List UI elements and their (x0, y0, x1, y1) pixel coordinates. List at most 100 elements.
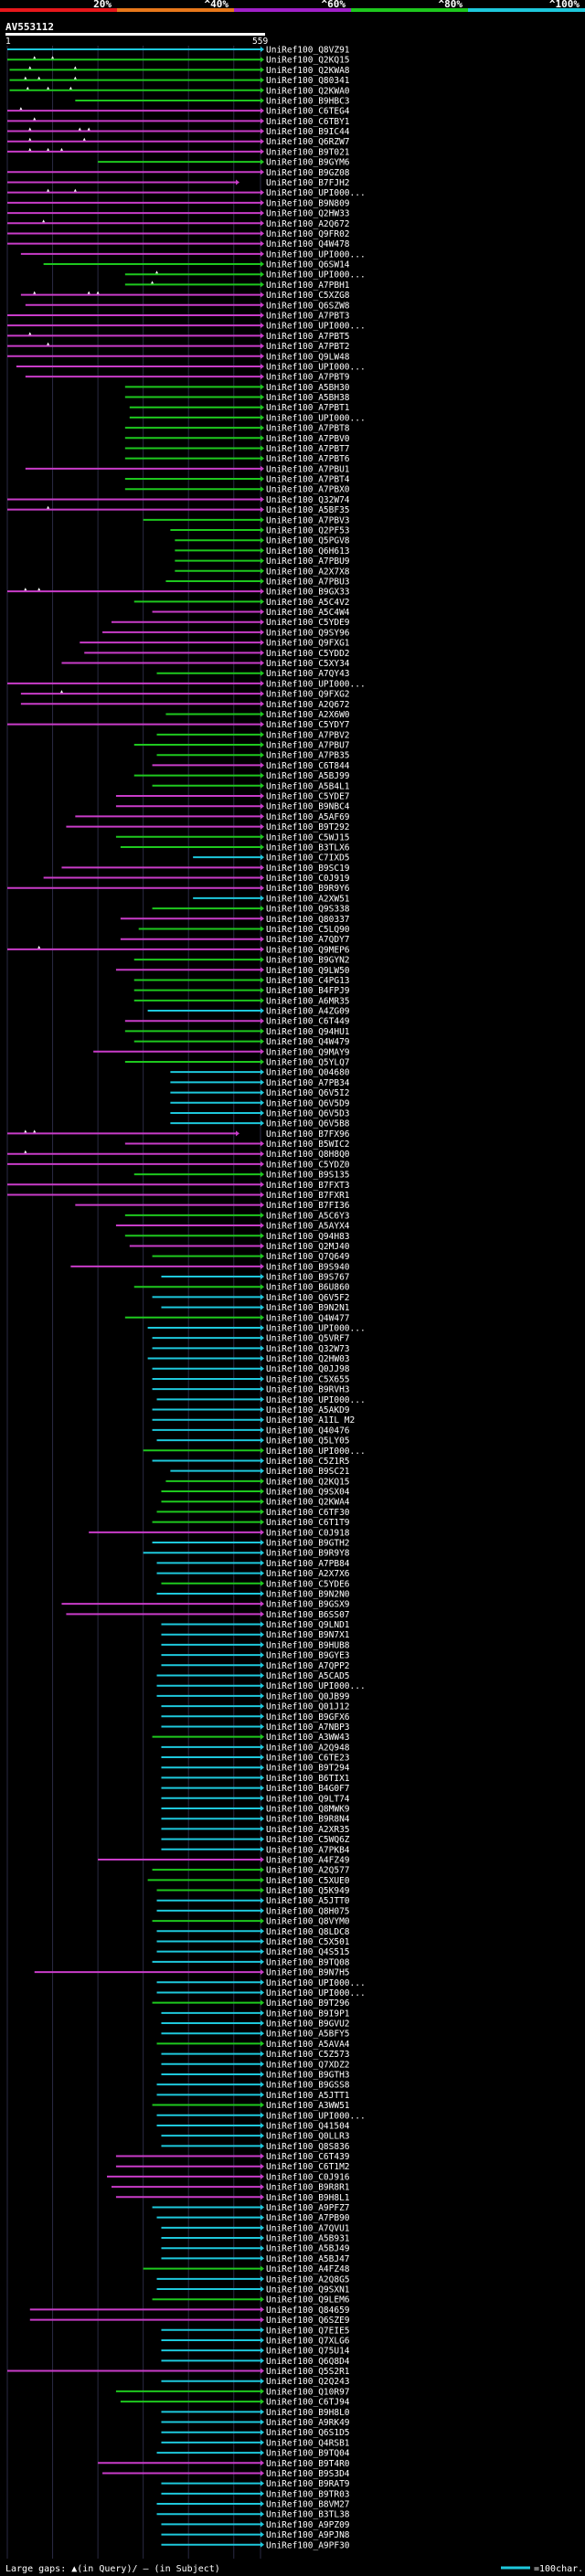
hit-label[interactable]: UniRef100_A7PBT9 (266, 373, 350, 383)
hit-label[interactable]: UniRef100_B9N809 (266, 198, 350, 208)
hit-label[interactable]: UniRef100_B9SC21 (266, 1467, 350, 1477)
hit-row[interactable]: UniRef100_A6MR35 (133, 996, 350, 1006)
hit-label[interactable]: UniRef100_Q5PGV8 (266, 536, 350, 546)
hit-label[interactable]: UniRef100_C7IXD5 (266, 853, 350, 864)
hit-label[interactable]: UniRef100_A5BH30 (266, 383, 350, 393)
hit-row[interactable]: UniRef100_B7FXR1 (7, 1191, 350, 1201)
hit-label[interactable]: UniRef100_UPI000... (266, 322, 366, 332)
hit-row[interactable]: UniRef100_Q8S836 (161, 2142, 350, 2152)
hit-row[interactable]: UniRef100_A5BH30 (124, 383, 350, 393)
hit-label[interactable]: UniRef100_A4FZ49 (266, 1855, 350, 1865)
hit-row[interactable]: UniRef100_A2Q672 (20, 700, 350, 710)
hit-label[interactable]: UniRef100_Q6SZE9 (266, 2316, 350, 2326)
hit-label[interactable]: UniRef100_Q2MJ40 (266, 1242, 350, 1252)
hit-row[interactable]: UniRef100_A9PZ09 (161, 2520, 350, 2530)
hit-label[interactable]: UniRef100_A2XR35 (266, 1825, 350, 1835)
hit-label[interactable]: UniRef100_A5AYX4 (266, 1222, 350, 1232)
hit-label[interactable]: UniRef100_Q75U14 (266, 2347, 350, 2357)
hit-label[interactable]: UniRef100_A5C4W4 (266, 608, 350, 618)
hit-label[interactable]: UniRef100_A2Q8G5 (266, 2274, 350, 2284)
hit-label[interactable]: UniRef100_Q5K949 (266, 1886, 350, 1896)
hit-label[interactable]: UniRef100_B4G0F7 (266, 1784, 350, 1794)
hit-label[interactable]: UniRef100_A3WW51 (266, 2101, 350, 2111)
hit-row[interactable]: UniRef100_B9GSX9 (61, 1600, 350, 1610)
hit-label[interactable]: UniRef100_A7PB84 (266, 1559, 350, 1569)
hit-row[interactable]: UniRef100_C6T1T9 (152, 1518, 350, 1528)
hit-label[interactable]: UniRef100_B7FJH2 (266, 178, 350, 188)
hit-row[interactable]: UniRef100_Q6SZE9 (29, 2316, 350, 2326)
hit-row[interactable]: UniRef100_Q2KWA0 (9, 86, 350, 96)
hit-row[interactable]: UniRef100_C0J918 (89, 1528, 350, 1538)
hit-label[interactable]: UniRef100_B9NBC4 (266, 802, 350, 812)
hit-label[interactable]: UniRef100_Q32W74 (266, 495, 350, 505)
hit-row[interactable]: UniRef100_A5B4L1 (152, 781, 350, 791)
hit-label[interactable]: UniRef100_A9PFZ7 (266, 2203, 350, 2213)
hit-row[interactable]: UniRef100_B9N7X1 (161, 1630, 350, 1640)
hit-label[interactable]: UniRef100_Q9LW50 (266, 966, 350, 976)
hit-row[interactable]: UniRef100_B9T4R0 (98, 2459, 350, 2469)
hit-label[interactable]: UniRef100_A9RK49 (266, 2418, 350, 2428)
hit-row[interactable]: UniRef100_B9N809 (7, 198, 350, 208)
hit-row[interactable]: UniRef100_C5WQ6Z (161, 1835, 350, 1845)
hit-row[interactable]: UniRef100_Q01J12 (161, 1702, 350, 1712)
hit-label[interactable]: UniRef100_C5WJ15 (266, 832, 350, 843)
hit-row[interactable]: UniRef100_Q9SX04 (161, 1488, 350, 1498)
hit-row[interactable]: UniRef100_B9TR03 (161, 2489, 350, 2499)
hit-row[interactable]: UniRef100_A2X6W0 (165, 710, 350, 720)
hit-row[interactable]: UniRef100_A4FZ48 (143, 2264, 350, 2274)
hit-label[interactable]: UniRef100_B4FPJ9 (266, 986, 350, 996)
hit-label[interactable]: UniRef100_Q2PF53 (266, 526, 350, 536)
hit-row[interactable]: UniRef100_Q6V5D9 (170, 1098, 350, 1108)
hit-label[interactable]: UniRef100_A3WW43 (266, 1733, 350, 1743)
hit-row[interactable]: UniRef100_B6U860 (133, 1283, 350, 1293)
hit-row[interactable]: UniRef100_Q9MEP6 (7, 945, 350, 955)
hit-label[interactable]: UniRef100_Q80341 (266, 76, 350, 86)
hit-row[interactable]: UniRef100_C5XUE0 (147, 1876, 350, 1886)
hit-row[interactable]: UniRef100_Q2KWA8 (9, 66, 350, 76)
hit-label[interactable]: UniRef100_Q84659 (266, 2306, 350, 2316)
hit-label[interactable]: UniRef100_B9TR03 (266, 2489, 350, 2499)
hit-row[interactable]: UniRef100_Q8LDC8 (156, 1927, 350, 1937)
hit-row[interactable]: UniRef100_B9GTH3 (161, 2070, 350, 2080)
hit-label[interactable]: UniRef100_UPI000... (266, 413, 366, 423)
hit-row[interactable]: UniRef100_Q9LND1 (161, 1620, 350, 1630)
hit-label[interactable]: UniRef100_Q9LW48 (266, 352, 350, 362)
hit-label[interactable]: UniRef100_B9IC44 (266, 127, 350, 137)
hit-row[interactable]: UniRef100_B8VM27 (156, 2500, 350, 2510)
hit-label[interactable]: UniRef100_A5JTT0 (266, 1896, 350, 1906)
hit-row[interactable]: UniRef100_B9S135 (133, 1171, 350, 1181)
hit-row[interactable]: UniRef100_A3WW51 (152, 2101, 350, 2111)
hit-row[interactable]: UniRef100_A9PFZ7 (152, 2203, 350, 2213)
hit-row[interactable]: UniRef100_Q8VYM0 (152, 1917, 350, 1927)
hit-label[interactable]: UniRef100_A7NBP3 (266, 1723, 350, 1733)
hit-label[interactable]: UniRef100_B9GYE3 (266, 1651, 350, 1661)
hit-label[interactable]: UniRef100_B7FXR1 (266, 1191, 350, 1201)
hit-label[interactable]: UniRef100_C6T449 (266, 1017, 350, 1027)
hit-row[interactable]: UniRef100_B3TL38 (156, 2510, 350, 2520)
hit-row[interactable]: UniRef100_C5YDE7 (115, 792, 350, 802)
hit-label[interactable]: UniRef100_B7FX96 (266, 1129, 350, 1140)
hit-label[interactable]: UniRef100_A9PZ09 (266, 2520, 350, 2530)
hit-label[interactable]: UniRef100_Q6V5D9 (266, 1098, 350, 1108)
hit-row[interactable]: UniRef100_Q9MAY9 (93, 1047, 350, 1057)
hit-label[interactable]: UniRef100_B9SC19 (266, 864, 350, 874)
hit-label[interactable]: UniRef100_Q2KQ15 (266, 1477, 350, 1487)
hit-row[interactable]: UniRef100_B6TIX1 (161, 1774, 350, 1784)
hit-row[interactable]: UniRef100_C5YDZ0 (7, 1160, 350, 1170)
hit-label[interactable]: UniRef100_Q9SXN1 (266, 2285, 350, 2295)
hit-row[interactable]: UniRef100_A7PBX0 (124, 485, 350, 495)
hit-row[interactable]: UniRef100_Q94HU1 (124, 1027, 350, 1037)
hit-label[interactable]: UniRef100_B9H8L1 (266, 2193, 350, 2203)
hit-label[interactable]: UniRef100_B9T292 (266, 822, 350, 832)
hit-label[interactable]: UniRef100_Q9S338 (266, 905, 350, 915)
hit-row[interactable]: UniRef100_C6T844 (152, 761, 350, 771)
hit-label[interactable]: UniRef100_A5C4V2 (266, 598, 350, 608)
hit-label[interactable]: UniRef100_B9GFX6 (266, 1712, 350, 1723)
hit-row[interactable]: UniRef100_A5BF35 (7, 505, 350, 515)
hit-row[interactable]: UniRef100_A7QVU1 (161, 2223, 350, 2233)
hit-row[interactable]: UniRef100_Q6H613 (175, 546, 350, 557)
hit-label[interactable]: UniRef100_C6T439 (266, 2152, 350, 2162)
hit-row[interactable]: UniRef100_Q6S1D5 (161, 2428, 350, 2438)
hit-row[interactable]: UniRef100_Q2MJ40 (129, 1242, 350, 1252)
hit-row[interactable]: UniRef100_C7IXD5 (193, 853, 350, 864)
